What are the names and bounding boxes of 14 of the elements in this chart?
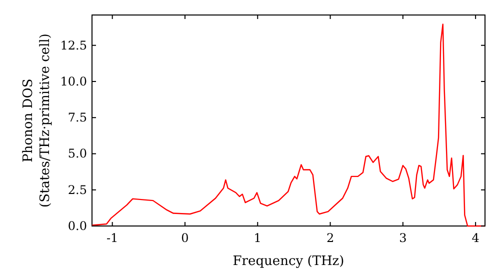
y-axis-title: Phonon DOS (States/THz·primitive cell) [21,33,53,208]
y-tick-label: 10.0 [60,74,87,88]
y-tick-label: 12.5 [60,38,87,52]
y-tick-label: 0.0 [68,219,87,233]
x-tick-label: 4 [472,231,480,245]
x-tick-label: -1 [106,231,118,245]
x-tick-label: 3 [399,231,407,245]
x-tick-label: 0 [181,231,189,245]
x-tick-label: 1 [254,231,262,245]
y-tick-label: 5.0 [68,146,87,161]
x-axis-title: Frequency (THz) [232,254,344,269]
x-tick-label: 2 [326,231,334,245]
y-tick-label: 2.5 [68,182,87,197]
y-tick-label: 7.5 [68,110,87,125]
